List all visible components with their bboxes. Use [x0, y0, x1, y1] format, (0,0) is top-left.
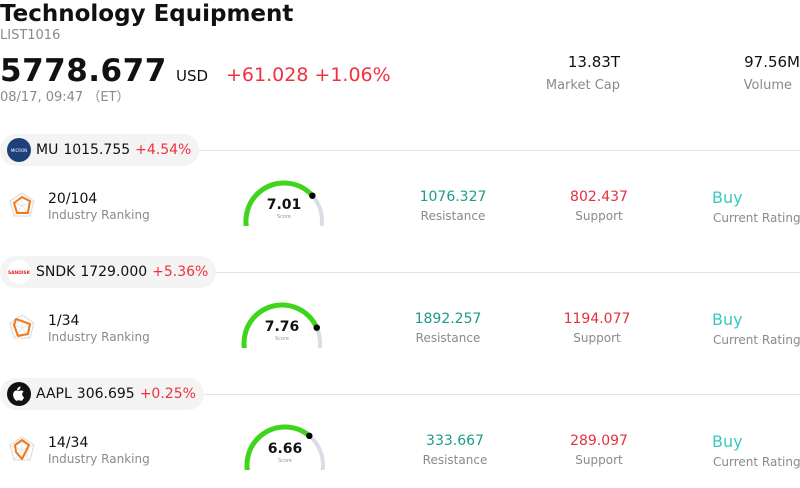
score-value: 7.01 — [267, 197, 302, 213]
logo-text: SANDISK — [8, 270, 31, 276]
score-label: Score — [277, 214, 291, 220]
stock-ticker: AAPL — [36, 386, 72, 402]
current-rating-label: Current Rating — [713, 455, 800, 469]
apple-logo-icon — [13, 386, 24, 401]
industry-ranking-label: Industry Ranking — [48, 208, 150, 222]
industry-rank-value: 1/34 — [48, 313, 80, 329]
row-divider — [196, 150, 800, 151]
sandisk-logo-icon: SANDISK — [8, 270, 31, 276]
score-value: 6.66 — [268, 441, 303, 457]
score-gauge: 6.66 Score — [244, 424, 325, 470]
current-rating-label: Current Rating — [713, 333, 800, 347]
current-rating-label: Current Rating — [713, 211, 800, 225]
stock-pill-aapl[interactable]: AAPL 306.695 +0.25% — [0, 378, 204, 410]
score-label: Score — [278, 458, 292, 464]
row-divider — [202, 394, 800, 395]
market-cap-value: 13.83T — [567, 53, 620, 71]
score-value: 7.76 — [265, 319, 300, 335]
resistance-label: Resistance — [422, 453, 488, 467]
stock-ticker: SNDK — [36, 264, 76, 280]
industry-rank-value: 20/104 — [48, 191, 98, 207]
resistance-label: Resistance — [420, 209, 486, 223]
volume-value: 97.56M — [744, 53, 800, 71]
market-cap-label: Market Cap — [545, 78, 620, 93]
current-rating-value[interactable]: Buy — [712, 432, 743, 451]
change-value: +61.028 — [226, 64, 309, 86]
current-rating-value[interactable]: Buy — [712, 188, 743, 207]
price-change: +61.028 +1.06% — [226, 64, 391, 86]
support-value: 1194.077 — [563, 311, 631, 327]
support-label: Support — [573, 331, 621, 345]
logo-text: MICRON — [11, 148, 27, 153]
stock-logo: SANDISK — [7, 260, 31, 284]
index-price: 5778.677 — [0, 53, 167, 89]
score-gauge: 7.01 Score — [243, 180, 324, 226]
resistance-value: 1892.257 — [414, 311, 482, 327]
stock-pill-sndk[interactable]: SANDISK SNDK 1729.000 +5.36% — [0, 256, 217, 288]
ranking-radar-icon — [9, 192, 35, 217]
support-value: 802.437 — [570, 189, 628, 205]
score-label: Score — [275, 336, 289, 342]
stock-change-percent: +0.25% — [139, 386, 196, 402]
industry-rank-value: 14/34 — [48, 435, 89, 451]
page-title: Technology Equipment — [0, 1, 294, 27]
stock-logo — [7, 382, 31, 406]
row-divider — [214, 272, 800, 273]
ranking-radar-icon — [9, 314, 35, 339]
ranking-radar-icon — [9, 436, 35, 461]
timestamp: 08/17, 09:47 （ET） — [0, 90, 130, 105]
support-label: Support — [575, 453, 623, 467]
stock-change-percent: +5.36% — [152, 264, 209, 280]
stock-logo: MICRON — [7, 138, 31, 162]
current-rating-value[interactable]: Buy — [712, 310, 743, 329]
score-gauge: 7.76 Score — [241, 302, 322, 348]
stock-price: 1015.755 — [63, 142, 131, 158]
industry-ranking-label: Industry Ranking — [48, 330, 150, 344]
support-value: 289.097 — [570, 433, 628, 449]
stock-ticker: MU — [36, 142, 59, 158]
resistance-value: 1076.327 — [419, 189, 487, 205]
stock-price: 1729.000 — [80, 264, 148, 280]
change-percent: +1.06% — [314, 64, 391, 86]
stock-price: 306.695 — [76, 386, 135, 402]
micron-logo-icon: MICRON — [8, 139, 30, 161]
support-label: Support — [575, 209, 623, 223]
volume-label: Volume — [743, 78, 792, 93]
currency-label: USD — [176, 67, 209, 85]
resistance-label: Resistance — [415, 331, 481, 345]
stock-pill-mu[interactable]: MICRON MU 1015.755 +4.54% — [0, 134, 200, 166]
index-code: LIST1016 — [0, 28, 61, 43]
industry-ranking-label: Industry Ranking — [48, 452, 150, 466]
stock-change-percent: +4.54% — [135, 142, 192, 158]
resistance-value: 333.667 — [426, 433, 484, 449]
